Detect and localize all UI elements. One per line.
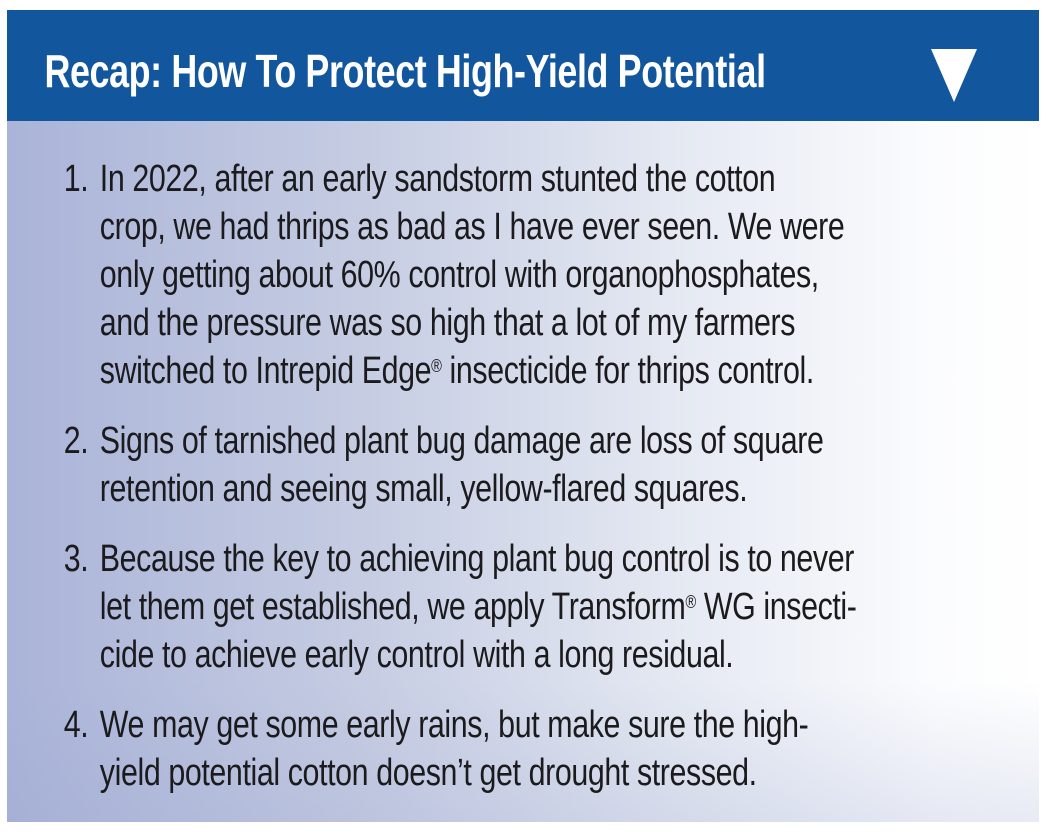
list-item-number: 2. (63, 420, 89, 462)
recap-header-bar: Recap: How To Protect High-Yield Potenti… (7, 10, 1039, 121)
list-item-number: 1. (63, 158, 89, 200)
list-item: 4. We may get some early rains, but make… (7, 701, 1039, 797)
list-item: 3. Because the key to achieving plant bu… (7, 535, 1039, 679)
list-item-text: Because the key to achieving plant bug c… (100, 535, 1039, 679)
text-line: cide to achieve early control with a lon… (99, 634, 734, 676)
text-line: retention and seeing small, yellow-flare… (99, 468, 748, 510)
recap-title: Recap: How To Protect High-Yield Potenti… (44, 44, 766, 97)
list-item-number: 3. (63, 538, 89, 580)
list-item-text: Signs of tarnished plant bug damage are … (100, 417, 1039, 513)
recap-list: 1. In 2022, after an early sandstorm stu… (7, 155, 1039, 797)
list-item: 1. In 2022, after an early sandstorm stu… (7, 155, 1039, 395)
text-line: crop, we had thrips as bad as I have eve… (99, 206, 845, 248)
text-line: In 2022, after an early sandstorm stunte… (99, 158, 776, 200)
text-line: switched to Intrepid Edge® insecticide f… (99, 350, 815, 392)
recap-header-inner: Recap: How To Protect High-Yield Potenti… (7, 10, 1044, 121)
recap-body-panel: 1. In 2022, after an early sandstorm stu… (7, 121, 1039, 822)
text-line: We may get some early rains, but make su… (99, 704, 809, 746)
list-item-text: In 2022, after an early sandstorm stunte… (100, 155, 1039, 395)
triangle-down-icon (931, 49, 977, 102)
text-line: let them get established, we apply Trans… (99, 586, 857, 628)
text-line: Because the key to achieving plant bug c… (99, 538, 855, 580)
text-line: and the pressure was so high that a lot … (99, 302, 796, 344)
list-item-number: 4. (63, 704, 89, 746)
text-line: only getting about 60% control with orga… (99, 254, 819, 296)
list-item: 2. Signs of tarnished plant bug damage a… (7, 417, 1039, 513)
text-line: yield potential cotton doesn’t get droug… (99, 752, 757, 794)
text-line: Signs of tarnished plant bug damage are … (99, 420, 824, 462)
list-item-text: We may get some early rains, but make su… (100, 701, 1039, 797)
